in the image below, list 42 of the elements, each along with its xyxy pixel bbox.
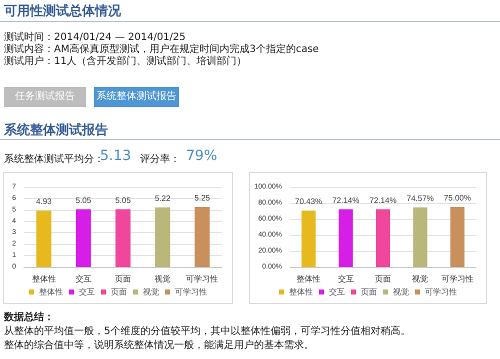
legend-label: 交互 xyxy=(329,288,345,296)
text: 测试用户：11人（含开发部门、测试部门、培训部门） xyxy=(4,54,247,68)
text: 79% xyxy=(186,148,218,164)
legend-label: 视觉 xyxy=(143,288,159,296)
legend-label: 可学习性 xyxy=(175,288,207,296)
data-label: 72.14% xyxy=(369,196,397,205)
text: 测试时间：2014/01/24 — 2014/01/25 xyxy=(4,30,186,44)
x-tick-label: 交互 xyxy=(75,274,92,284)
chart-title: 可用性测试总体情况 xyxy=(4,3,121,20)
x-tick-label: 可学习性 xyxy=(186,274,218,284)
legend-label: 可学习性 xyxy=(425,288,457,296)
data-label: 74.57% xyxy=(406,194,434,203)
legend-label: 视觉 xyxy=(393,288,409,296)
x-tick-label: 视觉 xyxy=(154,274,171,284)
data-label: 5.22 xyxy=(154,194,171,203)
x-tick-label: 交互 xyxy=(338,274,354,284)
data-label: 75.00% xyxy=(444,194,471,202)
data-label: 5.05 xyxy=(115,196,132,205)
text: 数据总结： xyxy=(4,310,54,324)
legend-label: 整体性 xyxy=(39,288,63,296)
data-label: 4.93 xyxy=(36,197,52,206)
x-tick-label: 可学习性 xyxy=(441,274,474,284)
text: 系统整体测试报告 xyxy=(94,87,179,107)
text: 整体的综合值中等，说明系统整体情况一般，能满足用户的基本需求。 xyxy=(4,338,314,352)
text: 系统整体测试报告 xyxy=(4,122,108,139)
text: 任务测试报告 xyxy=(4,87,86,107)
data-label: 5.05 xyxy=(76,196,92,205)
x-tick-label: 页面 xyxy=(375,274,391,284)
text: 从整体的平均值一般，5个维度的分值较平均，其中以整体性偏弱，可学习性分值相对稍高。 xyxy=(4,324,410,338)
data-label: 70.43% xyxy=(295,197,322,206)
legend-label: 页面 xyxy=(111,288,127,296)
data-label: 5.25 xyxy=(194,194,211,202)
x-tick-label: 页面 xyxy=(115,274,131,284)
text: 评分率： xyxy=(140,152,180,166)
data-label: 72.14% xyxy=(332,196,360,205)
x-tick-label: 整体性 xyxy=(296,274,321,284)
legend-label: 交互 xyxy=(79,288,95,296)
x-tick-label: 视觉 xyxy=(412,274,428,284)
text: 测试内容：AM高保真原型测试，用户在规定时间内完成3个指定的case xyxy=(4,42,319,56)
legend-label: 整体性 xyxy=(289,288,313,296)
x-tick-label: 整体性 xyxy=(32,274,56,284)
legend-label: 页面 xyxy=(361,288,377,296)
